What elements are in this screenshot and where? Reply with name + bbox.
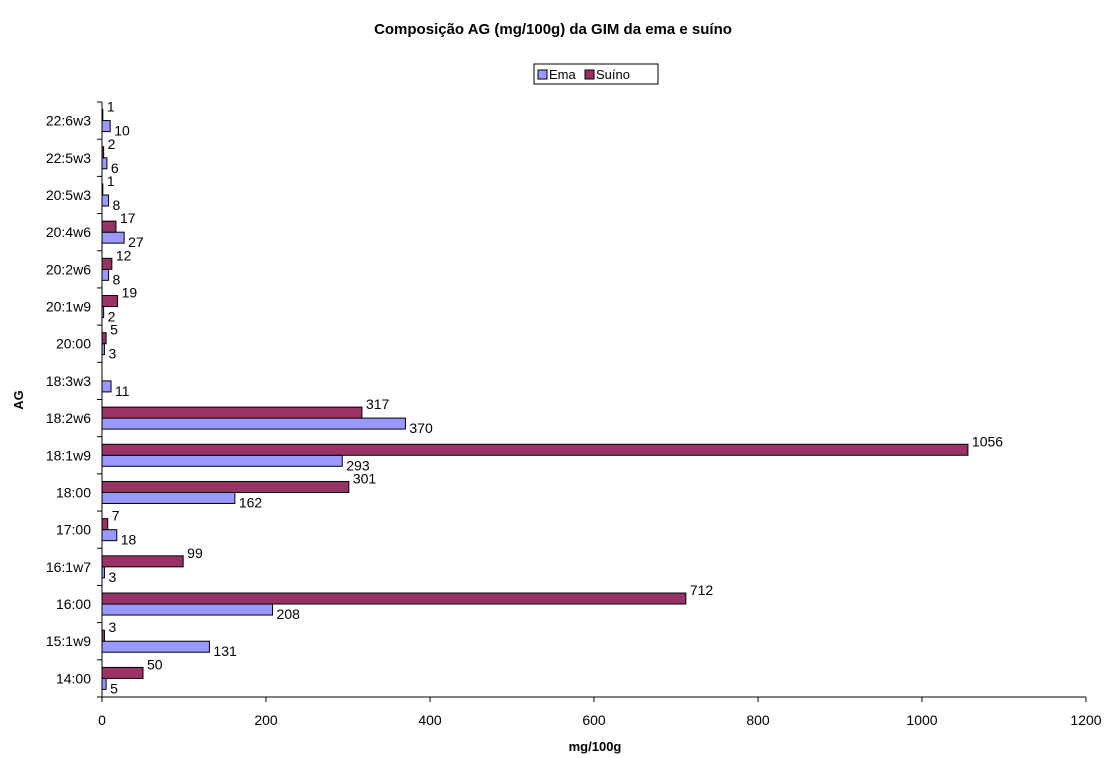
data-label-ema: 27 <box>128 234 144 250</box>
bar-ema <box>101 454 343 467</box>
data-label-suino: 7 <box>112 508 120 524</box>
bar-ema <box>101 603 274 616</box>
bar-ema <box>101 380 112 393</box>
bar-ema <box>101 529 118 542</box>
x-tick-label: 1000 <box>906 712 937 728</box>
data-label-ema: 18 <box>121 532 137 548</box>
y-tick-label: 15:1w9 <box>46 633 91 649</box>
bar-suino <box>101 146 105 159</box>
y-tick-label: 20:5w3 <box>46 187 91 203</box>
bar-suino <box>101 443 969 456</box>
x-tick-label: 0 <box>98 712 106 728</box>
bar-suino <box>101 332 107 345</box>
bar-ema <box>101 194 110 207</box>
bar-suino <box>101 183 104 196</box>
data-label-ema: 131 <box>213 643 237 659</box>
bar-suino <box>101 629 105 642</box>
bar-ema <box>101 677 107 690</box>
bar-suino <box>101 295 119 308</box>
y-tick-label: 20:00 <box>56 336 91 352</box>
bar-ema <box>101 157 108 170</box>
data-label-suino: 17 <box>120 210 136 226</box>
data-label-ema: 11 <box>115 383 130 399</box>
data-label-ema: 6 <box>111 160 119 176</box>
bar-suino <box>101 220 117 233</box>
bar-ema <box>101 268 110 281</box>
y-tick-label: 22:5w3 <box>46 150 91 166</box>
x-tick-label: 400 <box>418 712 442 728</box>
legend-box <box>533 63 659 85</box>
bar-ema <box>101 566 105 579</box>
y-tick-label: 18:00 <box>56 484 91 500</box>
data-label-ema: 2 <box>108 309 116 325</box>
bar-suino <box>101 518 109 531</box>
data-label-suino: 712 <box>690 582 714 598</box>
y-tick-label: 17:00 <box>56 522 91 538</box>
data-label-suino: 99 <box>187 545 203 561</box>
y-tick-label: 16:1w7 <box>46 559 91 575</box>
chart-title: Composição AG (mg/100g) da GIM da ema e … <box>374 21 732 38</box>
data-label-ema: 10 <box>114 123 130 139</box>
y-tick-label: 18:1w9 <box>46 447 91 463</box>
data-label-ema: 8 <box>113 271 121 287</box>
bar-ema <box>101 231 125 244</box>
y-tick-label: 20:2w6 <box>46 261 91 277</box>
x-tick-label: 1200 <box>1070 712 1101 728</box>
data-label-suino: 3 <box>108 619 116 635</box>
bar-suino <box>101 555 184 568</box>
data-label-ema: 370 <box>409 420 433 436</box>
bar-suino <box>101 592 687 605</box>
legend-swatch-ema <box>537 69 548 80</box>
data-label-suino: 1 <box>107 173 115 189</box>
data-label-ema: 208 <box>277 606 301 622</box>
y-tick-label: 20:4w6 <box>46 224 91 240</box>
y-axis-title: AG <box>11 390 26 410</box>
y-tick-label: 20:1w9 <box>46 299 91 315</box>
bar-ema <box>101 417 406 430</box>
legend-label-ema: Ema <box>549 67 577 82</box>
bar-ema <box>101 640 210 653</box>
data-label-suino: 5 <box>110 322 118 338</box>
y-tick-label: 22:6w3 <box>46 113 91 129</box>
data-label-suino: 50 <box>147 656 163 672</box>
y-tick-label: 18:2w6 <box>46 410 91 426</box>
bar-suino <box>101 406 363 419</box>
legend-swatch-suino <box>584 69 595 80</box>
bar-ema <box>101 491 236 504</box>
data-label-suino: 1056 <box>972 433 1003 449</box>
x-tick-label: 600 <box>582 712 606 728</box>
data-label-suino: 301 <box>353 470 377 486</box>
plot-area: 0 200 400 600 800 1000 1200 14:00 15:1w9 16:00 16:… <box>46 99 1102 728</box>
legend: Ema Suíno <box>533 63 659 85</box>
data-label-suino: 1 <box>107 99 115 115</box>
x-tick-label: 800 <box>746 712 770 728</box>
bar-ema <box>101 120 111 133</box>
bar-ema <box>101 343 105 356</box>
y-tick-label: 18:3w3 <box>46 373 91 389</box>
x-tick-label: 200 <box>254 712 278 728</box>
bar-suino <box>101 480 350 493</box>
bar-suino <box>101 257 113 270</box>
data-label-ema: 3 <box>108 346 116 362</box>
bar-ema <box>101 306 105 319</box>
data-label-suino: 317 <box>366 396 390 412</box>
data-label-suino: 2 <box>108 136 116 152</box>
data-label-ema: 293 <box>346 457 370 473</box>
data-label-ema: 162 <box>239 494 263 510</box>
data-label-ema: 3 <box>108 569 116 585</box>
y-tick-label: 14:00 <box>56 670 91 686</box>
data-label-suino: 19 <box>122 285 138 301</box>
y-tick-label: 16:00 <box>56 596 91 612</box>
bar-suino <box>101 109 104 122</box>
bar-suino <box>101 666 144 679</box>
x-axis-title: mg/100g <box>569 739 622 754</box>
data-label-ema: 5 <box>110 680 118 696</box>
data-label-suino: 12 <box>116 247 132 263</box>
data-label-ema: 8 <box>113 197 121 213</box>
legend-label-suino: Suíno <box>596 67 630 82</box>
